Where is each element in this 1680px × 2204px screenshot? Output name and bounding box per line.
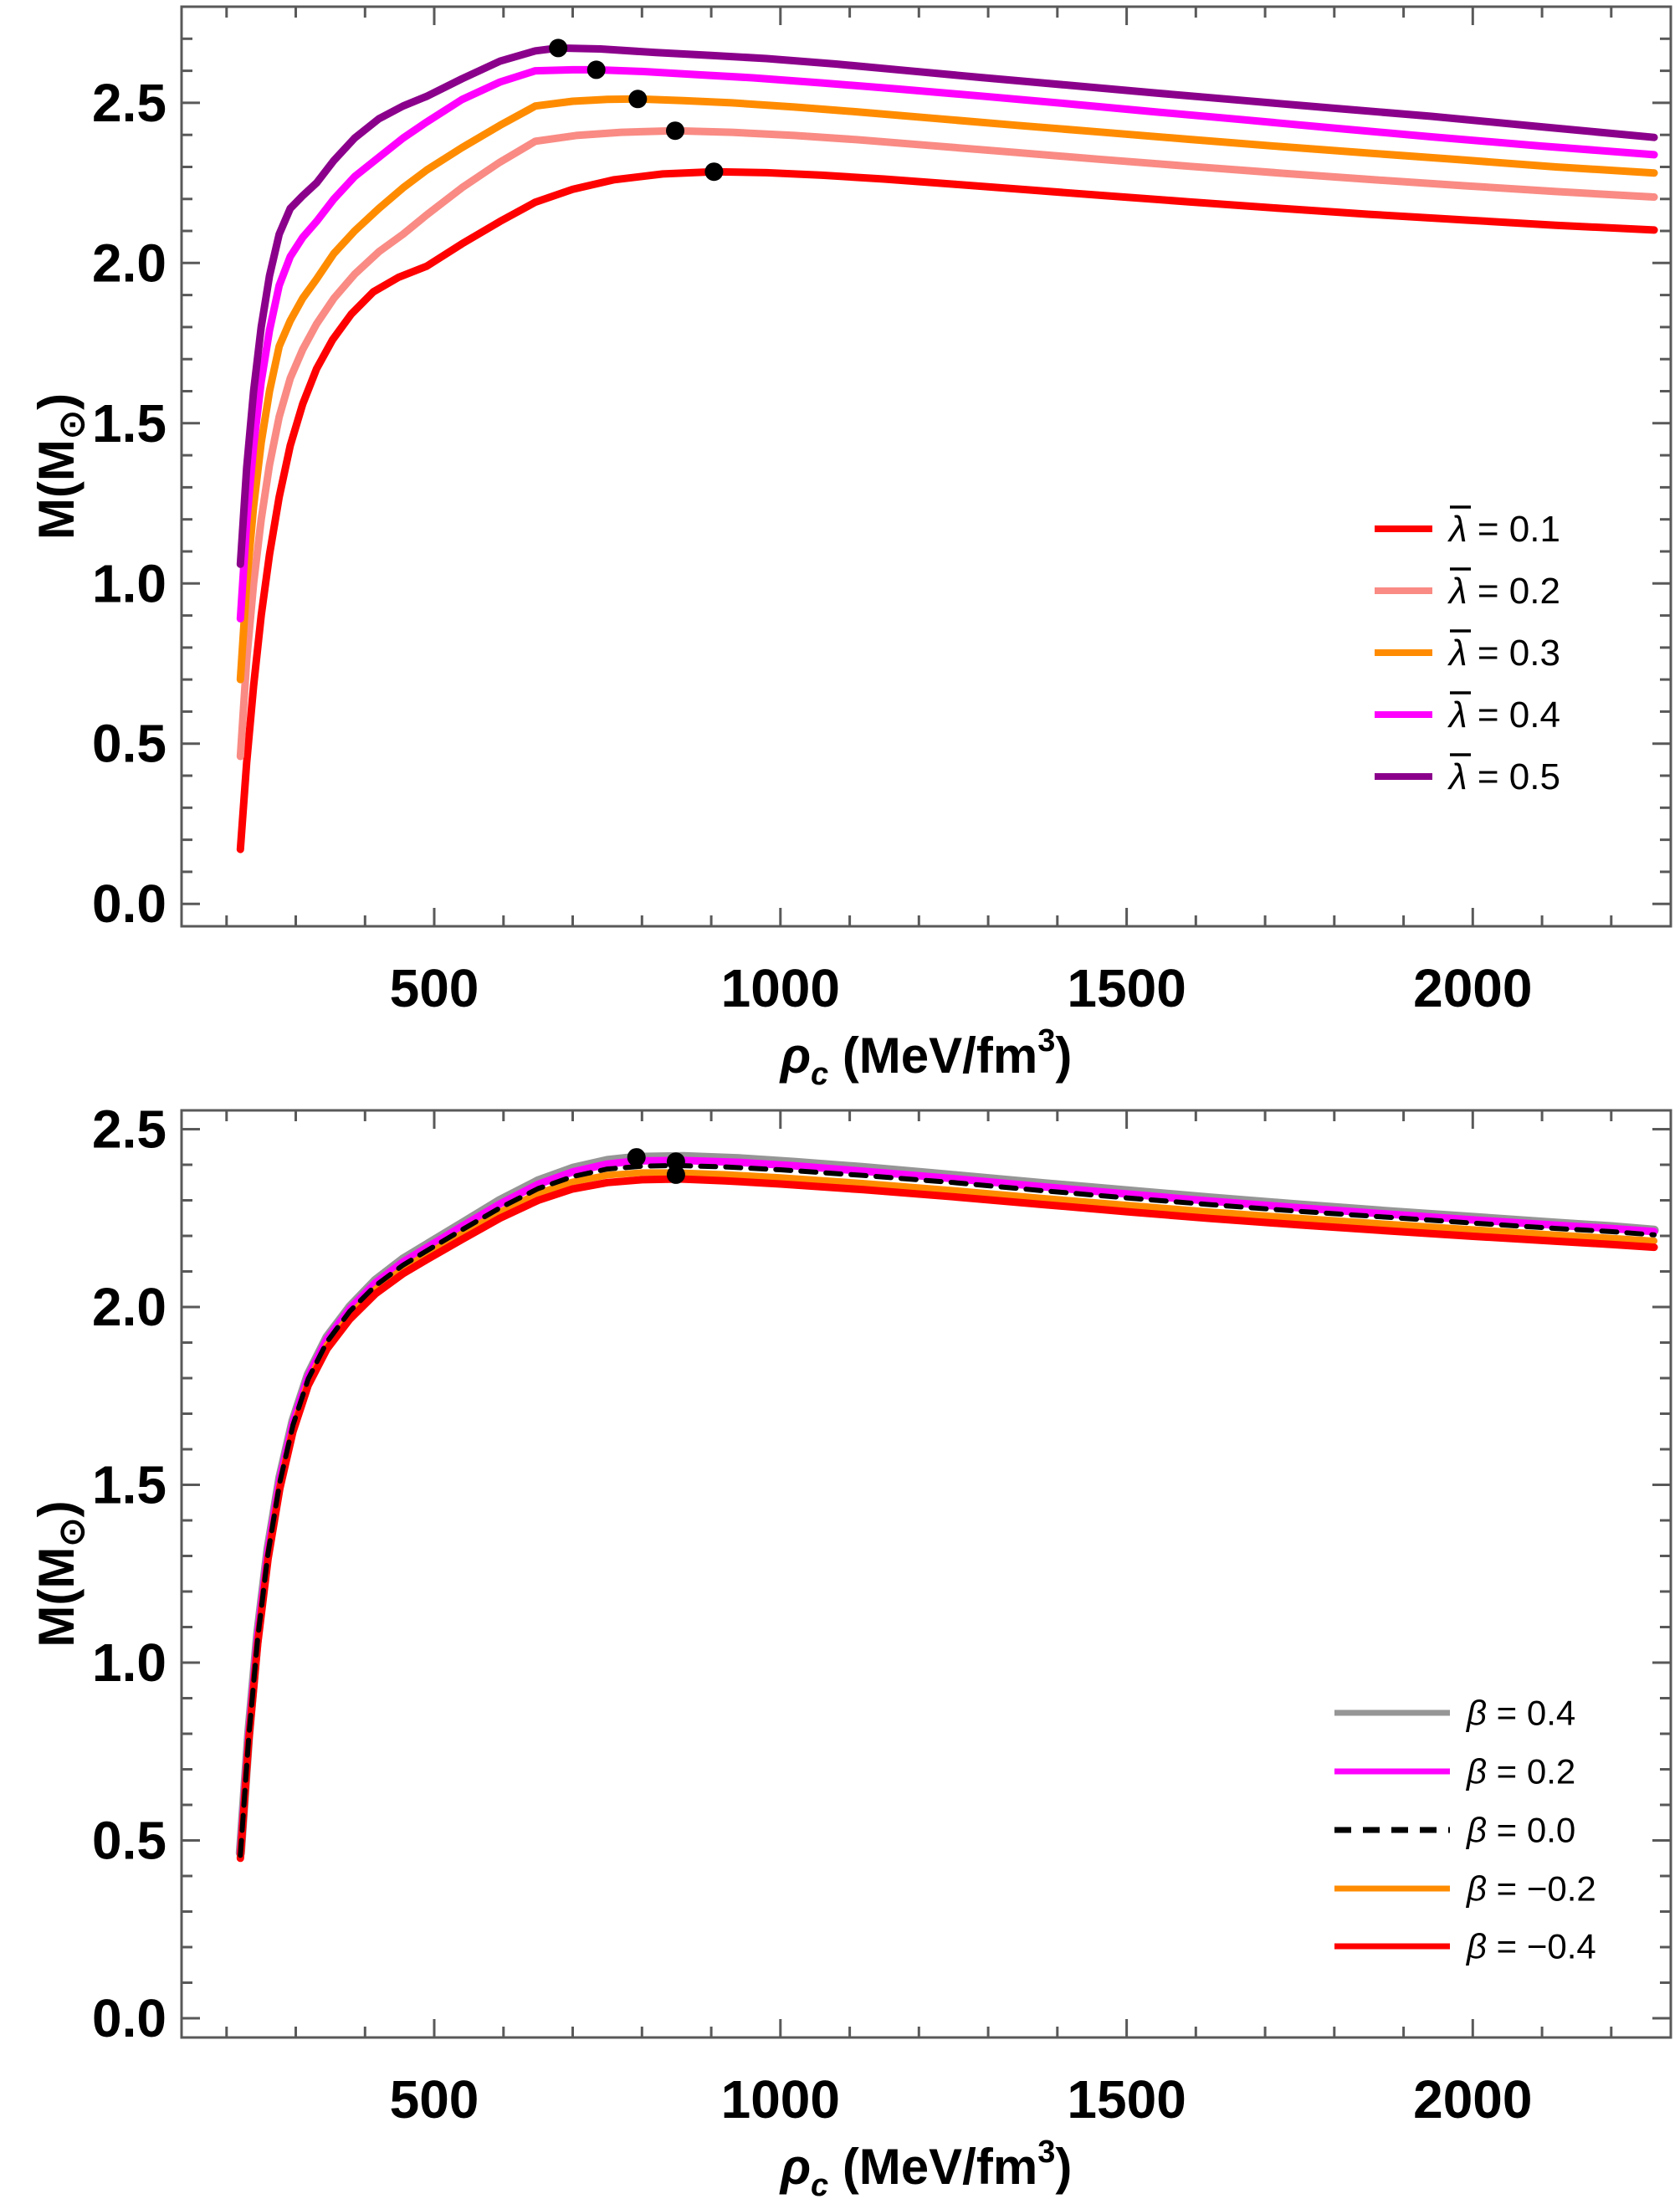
bottom-legend: β = 0.4 β = 0.2 β = 0.0 β = −0.2 β = −0.4 (1334, 1693, 1596, 1966)
legend-item-λ=0.4: λ = 0.4 (1375, 691, 1560, 736)
x-tick-label: 2000 (1413, 958, 1532, 1018)
bottom-curve-β = −0.4 (236, 1175, 1658, 1863)
max-mass-dot (666, 121, 684, 141)
legend-label: λ = 0.5 (1447, 756, 1560, 797)
x-tick-label: 1000 (721, 958, 840, 1018)
x-tick-label: 500 (390, 958, 479, 1018)
y-tick-label: 1.0 (92, 1632, 166, 1693)
legend-label: β = −0.4 (1465, 1926, 1596, 1966)
max-mass-dot (586, 60, 606, 79)
x-tick-label: 1000 (721, 2069, 840, 2130)
legend-label: β = 0.0 (1465, 1810, 1575, 1849)
legend-label: λ = 0.2 (1447, 571, 1560, 612)
legend-item-λ=0.3: λ = 0.3 (1375, 629, 1560, 674)
y-tick-label: 0.0 (92, 1988, 166, 2048)
max-mass-dot (666, 1152, 685, 1171)
top-curve-λ̄ = 0.3 (236, 95, 1658, 684)
x-tick-label: 1500 (1067, 958, 1186, 1018)
plot-frame (180, 5, 1672, 928)
legend-item-β=−0.4: β = −0.4 (1334, 1926, 1596, 1966)
legend-item-λ=0.1: λ = 0.1 (1375, 505, 1560, 550)
legend-label: β = −0.2 (1465, 1868, 1596, 1908)
plot-frame (180, 1109, 1672, 2039)
y-tick-label: 2.0 (92, 233, 166, 293)
x-tick-label: 500 (390, 2069, 479, 2130)
y-tick-label: 2.0 (92, 1277, 166, 1337)
bottom-curve-β = 0.4 (235, 1151, 1659, 1858)
bottom-curve-β = 0.0 (238, 1162, 1657, 1858)
legend-item-β=0.4: β = 0.4 (1334, 1693, 1575, 1732)
legend-label: β = 0.2 (1465, 1751, 1575, 1791)
legend-item-λ=0.5: λ = 0.5 (1375, 753, 1560, 797)
legend-item-β=0.0: β = 0.0 (1334, 1810, 1575, 1849)
axis-ticks (182, 1110, 1671, 2037)
legend-item-β=0.2: β = 0.2 (1334, 1751, 1575, 1791)
legend-item-λ=0.2: λ = 0.2 (1375, 567, 1560, 612)
max-mass-dot (628, 90, 648, 109)
top-chart: 500 1000 1500 2000 0.0 0.5 1.0 1.5 2.0 2.5 ρc (MeV… (28, 5, 1672, 1092)
x-tick-label: 1500 (1067, 2069, 1186, 2130)
y-tick-label: 1.5 (92, 1455, 166, 1515)
legend-label: β = 0.4 (1465, 1693, 1575, 1732)
legend-item-β=−0.2: β = −0.2 (1334, 1868, 1596, 1908)
top-curve-λ̄ = 0.5 (236, 44, 1658, 568)
x-axis-title: ρc (MeV/fm3) (779, 1023, 1073, 1092)
legend-label: λ = 0.1 (1447, 509, 1560, 550)
x-axis-title: ρc (MeV/fm3) (779, 2135, 1073, 2200)
top-curve-λ̄ = 0.4 (236, 65, 1658, 623)
axis-ticks (182, 5, 1671, 926)
legend-label: λ = 0.4 (1447, 695, 1560, 736)
bottom-curve-β = 0.2 (236, 1156, 1658, 1858)
max-mass-dot (666, 1165, 685, 1184)
y-tick-label: 1.5 (92, 393, 166, 454)
top-curve-λ̄ = 0.2 (236, 126, 1658, 761)
x-tick-label: 2000 (1413, 2069, 1532, 2130)
bottom-chart: 500 1000 1500 2000 0.0 0.5 1.0 1.5 2.0 2.5 ρc (MeV… (28, 1099, 1672, 2203)
max-mass-dot (627, 1148, 646, 1167)
y-tick-label: 0.5 (92, 714, 166, 774)
legend-label: λ = 0.3 (1447, 633, 1560, 674)
y-tick-label: 2.5 (92, 1099, 166, 1160)
max-mass-dot (704, 162, 724, 182)
y-axis-title: M(M⊙) (28, 1500, 91, 1647)
max-mass-dot (549, 38, 568, 58)
y-tick-label: 1.0 (92, 553, 166, 613)
y-axis-title: M(M⊙) (28, 393, 91, 540)
top-legend: λ = 0.1 λ = 0.2 λ = 0.3 λ = 0.4 λ = 0.5 (1375, 505, 1560, 797)
y-tick-label: 2.5 (92, 73, 166, 133)
y-tick-label: 0.0 (92, 874, 166, 934)
y-tick-label: 0.5 (92, 1811, 166, 1871)
bottom-curve-β = −0.2 (237, 1169, 1658, 1860)
top-curve-λ̄ = 0.1 (236, 167, 1658, 853)
